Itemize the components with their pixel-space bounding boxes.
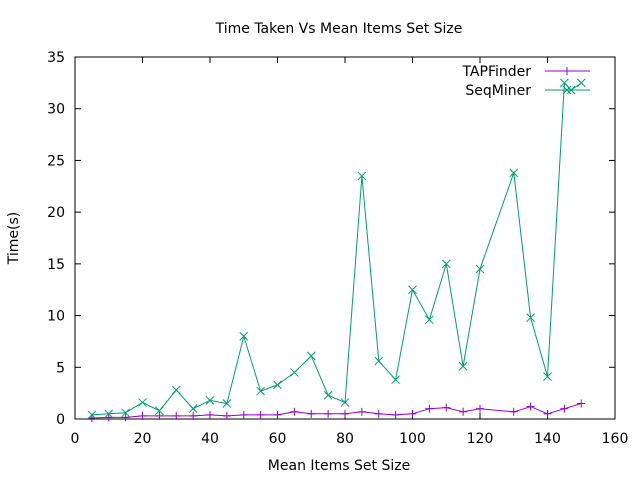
data-point-tapfinder — [357, 407, 366, 416]
data-point-tapfinder — [509, 407, 518, 416]
data-point-seqminer — [205, 396, 215, 405]
data-point-tapfinder — [138, 411, 147, 420]
data-point-tapfinder — [172, 411, 181, 420]
data-point-tapfinder — [425, 404, 434, 413]
data-point-seqminer — [509, 168, 519, 178]
data-point-tapfinder — [290, 407, 299, 416]
x-tick-label: 160 — [602, 431, 629, 447]
series-line-seqminer — [91, 81, 582, 416]
data-point-seqminer — [543, 372, 552, 381]
y-tick-label: 0 — [56, 412, 65, 428]
plot-frame — [74, 56, 616, 420]
data-point-tapfinder — [459, 407, 468, 416]
legend: TAPFinder SeqMiner — [461, 64, 590, 99]
y-tick-label: 10 — [47, 309, 65, 325]
x-tick-label: 100 — [399, 431, 426, 447]
data-point-tapfinder — [391, 410, 400, 419]
data-point-seqminer — [138, 398, 147, 407]
data-point-seqminer — [239, 331, 249, 341]
y-tick-label: 30 — [47, 102, 65, 118]
x-tick-label: 0 — [71, 431, 80, 447]
data-point-seqminer — [290, 368, 299, 377]
data-point-seqminer — [576, 78, 586, 88]
data-point-tapfinder — [560, 404, 569, 413]
series-line-tapfinder — [91, 403, 582, 419]
data-point-tapfinder — [206, 410, 214, 419]
axes: 0 20 40 60 80 100 120 140 160 0 5 10 15 20 25 30 35 — [47, 50, 628, 447]
data-point-seqminer — [155, 406, 164, 416]
data-point-seqminer — [526, 313, 535, 322]
data-point-tapfinder — [408, 409, 417, 418]
x-tick-label: 40 — [201, 431, 219, 447]
legend-marker — [562, 85, 572, 95]
data-point-seqminer — [256, 386, 265, 396]
data-point-seqminer — [374, 356, 384, 366]
y-tick-label: 25 — [47, 153, 65, 169]
data-point-seqminer — [408, 285, 417, 295]
x-tick-label: 120 — [467, 431, 494, 447]
data-point-seqminer — [560, 78, 569, 88]
data-point-tapfinder — [577, 399, 586, 408]
data-point-tapfinder — [256, 410, 265, 419]
data-point-seqminer — [441, 259, 451, 269]
data-point-seqminer — [458, 361, 468, 371]
x-tick-label: 80 — [336, 431, 354, 447]
series-layer — [87, 78, 586, 422]
x-axis-label: Mean Items Set Size — [268, 458, 410, 474]
y-tick-label: 15 — [47, 257, 65, 273]
data-point-tapfinder — [121, 413, 130, 422]
legend-marker — [563, 67, 571, 75]
x-tick-label: 20 — [134, 431, 152, 447]
data-point-tapfinder — [189, 411, 198, 420]
data-point-seqminer — [306, 351, 316, 361]
data-point-tapfinder — [543, 409, 552, 418]
x-tick-label: 60 — [269, 431, 287, 447]
data-point-tapfinder — [442, 403, 451, 412]
data-point-seqminer — [104, 409, 114, 419]
chart-title: Time Taken Vs Mean Items Set Size — [215, 21, 463, 37]
data-point-seqminer — [222, 399, 232, 408]
data-point-seqminer — [188, 404, 198, 414]
data-point-seqminer — [357, 171, 367, 181]
data-point-seqminer — [273, 380, 282, 390]
data-point-seqminer — [425, 315, 434, 325]
data-point-seqminer — [475, 264, 485, 274]
data-point-seqminer — [340, 398, 350, 407]
data-point-tapfinder — [155, 411, 164, 420]
y-tick-label: 35 — [47, 50, 65, 66]
y-axis-label: Time(s) — [6, 212, 22, 265]
data-point-tapfinder — [239, 410, 248, 419]
data-point-tapfinder — [222, 411, 231, 420]
data-point-seqminer — [121, 408, 130, 418]
data-point-tapfinder — [526, 402, 535, 411]
data-point-tapfinder — [307, 409, 316, 418]
data-point-seqminer — [391, 375, 400, 385]
data-point-tapfinder — [341, 409, 349, 418]
data-point-seqminer — [323, 390, 333, 400]
data-point-tapfinder — [273, 410, 282, 419]
data-point-tapfinder — [104, 413, 113, 422]
x-tick-label: 140 — [534, 431, 561, 447]
data-point-seqminer — [87, 410, 97, 420]
legend-label: SeqMiner — [465, 83, 531, 99]
data-point-seqminer — [171, 385, 181, 395]
legend-label: TAPFinder — [461, 64, 531, 80]
data-point-tapfinder — [476, 404, 484, 413]
y-tick-label: 5 — [56, 360, 65, 376]
data-point-tapfinder — [374, 409, 383, 418]
y-tick-label: 20 — [47, 205, 65, 221]
data-point-tapfinder — [324, 409, 333, 418]
